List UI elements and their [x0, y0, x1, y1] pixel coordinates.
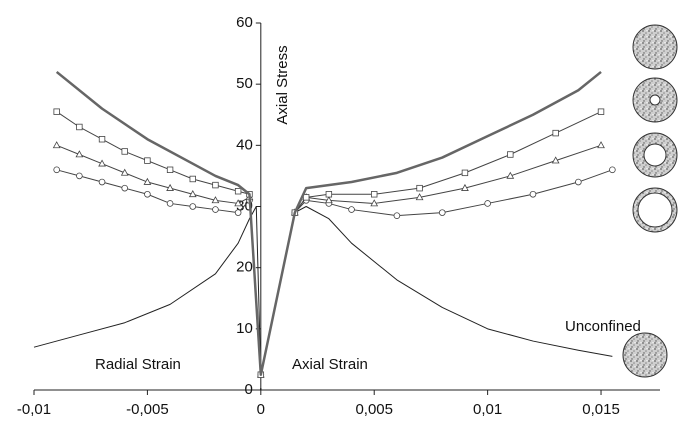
marker — [212, 206, 219, 213]
series-line — [33, 206, 613, 376]
marker — [52, 141, 61, 149]
x-tick-label: -0,01 — [17, 401, 51, 418]
marker — [166, 200, 174, 207]
marker — [166, 183, 174, 191]
marker — [552, 129, 559, 137]
marker — [370, 199, 379, 207]
marker — [529, 190, 537, 198]
marker — [144, 157, 151, 164]
marker — [324, 196, 333, 204]
marker — [189, 175, 196, 183]
annotation: Axial Strain — [292, 356, 368, 373]
marker — [98, 159, 106, 167]
marker — [507, 151, 514, 158]
marker — [121, 148, 128, 155]
y-axis-label: Axial Stress — [274, 45, 291, 124]
marker — [53, 108, 60, 115]
series-line — [56, 111, 602, 376]
marker — [461, 183, 469, 191]
y-tick-label: 60 — [236, 14, 253, 31]
marker — [76, 172, 83, 180]
marker — [438, 209, 446, 216]
marker — [325, 191, 333, 198]
series-line — [56, 144, 602, 376]
series-line — [55, 70, 602, 376]
marker — [75, 150, 84, 158]
annotation: Radial Strain — [95, 356, 181, 373]
marker — [234, 209, 242, 216]
marker — [597, 141, 605, 149]
marker — [121, 184, 129, 192]
x-tick-label: 0,005 — [355, 401, 393, 418]
marker — [461, 169, 469, 177]
marker — [551, 156, 560, 164]
marker — [212, 181, 219, 189]
marker — [143, 177, 152, 185]
x-tick-label: 0,01 — [473, 401, 502, 418]
marker — [348, 206, 355, 213]
specimen-icons — [622, 24, 678, 378]
marker — [484, 200, 491, 207]
annotation: Unconfined — [565, 318, 641, 335]
marker — [302, 194, 310, 201]
y-tick-label: 50 — [236, 75, 253, 92]
marker — [98, 136, 106, 143]
marker — [597, 108, 605, 115]
marker — [166, 166, 174, 173]
x-tick-label: 0 — [257, 401, 265, 418]
x-tick-label: 0,015 — [582, 401, 620, 418]
y-tick-label: 40 — [236, 136, 253, 153]
y-tick-label: 0 — [244, 381, 252, 398]
marker — [371, 191, 378, 198]
marker — [416, 184, 423, 192]
marker — [211, 196, 220, 204]
marker — [234, 199, 243, 207]
marker — [144, 190, 151, 198]
marker — [415, 193, 424, 201]
marker — [393, 212, 401, 219]
y-tick-label: 10 — [236, 320, 253, 337]
marker — [575, 178, 582, 186]
marker — [234, 188, 242, 195]
marker — [120, 168, 129, 176]
x-tick-label: -0,005 — [126, 401, 169, 418]
marker — [98, 178, 106, 186]
marker — [53, 166, 60, 174]
marker — [506, 171, 515, 179]
marker — [609, 166, 616, 174]
marker — [76, 123, 83, 131]
marker — [189, 203, 197, 210]
y-tick-label: 20 — [236, 259, 253, 276]
marker — [188, 190, 197, 198]
